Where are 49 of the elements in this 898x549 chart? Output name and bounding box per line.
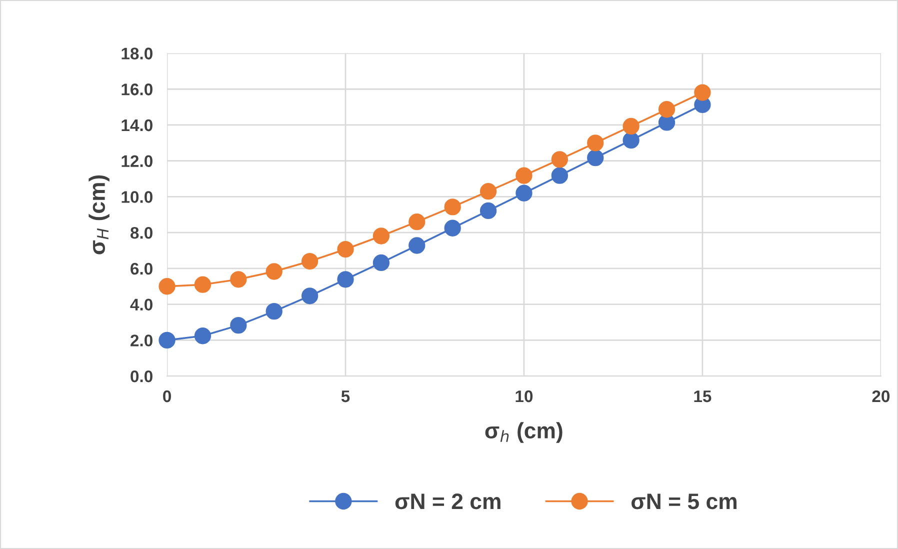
x-tick-label: 0: [163, 390, 171, 402]
y-tick-label: 18.0: [122, 48, 152, 60]
point: [658, 101, 676, 118]
point: [408, 214, 426, 230]
x-tick-label: 10: [516, 390, 533, 402]
y-axis-title: σ$_{H}$ (cm): [88, 175, 110, 254]
point: [158, 278, 176, 295]
point: [372, 228, 390, 244]
x-tick-label: 5: [341, 390, 350, 402]
y-tick-label: 10.0: [122, 191, 152, 203]
point: [372, 254, 390, 272]
x-tick-label: 15: [694, 390, 712, 402]
point: [551, 167, 568, 184]
point: [480, 202, 497, 220]
y-tick-label: 14.0: [122, 119, 152, 132]
point: [337, 271, 354, 288]
point: [230, 271, 247, 288]
legend-label: σN = 5 cm: [632, 494, 736, 510]
point: [266, 263, 282, 280]
point: [301, 252, 318, 270]
point: [337, 240, 354, 258]
point: [551, 151, 568, 168]
point: [444, 220, 461, 236]
point: [587, 134, 604, 152]
point: [516, 184, 532, 202]
point: [301, 288, 318, 304]
x-tick-label: 20: [872, 390, 890, 402]
y-tick-label: 16.0: [122, 84, 152, 96]
point: [444, 198, 461, 216]
legend-label: σN = 2 cm: [395, 493, 500, 510]
x-axis-title: σ$_{h}$ (cm): [485, 422, 562, 443]
y-tick-label: 8.0: [130, 226, 152, 239]
point: [158, 332, 176, 349]
y-tick-label: 4.0: [130, 298, 152, 311]
y-tick-label: 6.0: [130, 262, 152, 275]
point: [480, 183, 497, 200]
point: [622, 118, 640, 135]
point: [587, 149, 604, 166]
point: [194, 328, 212, 344]
point: [408, 237, 426, 254]
y-tick-label: 2.0: [130, 334, 152, 346]
point: [194, 276, 212, 293]
y-tick-label: 0.0: [130, 370, 152, 382]
y-tick-label: 12.0: [122, 155, 152, 168]
point: [622, 132, 640, 149]
point: [516, 167, 532, 184]
point: [230, 316, 247, 334]
point: [266, 302, 282, 320]
point: [694, 84, 711, 101]
